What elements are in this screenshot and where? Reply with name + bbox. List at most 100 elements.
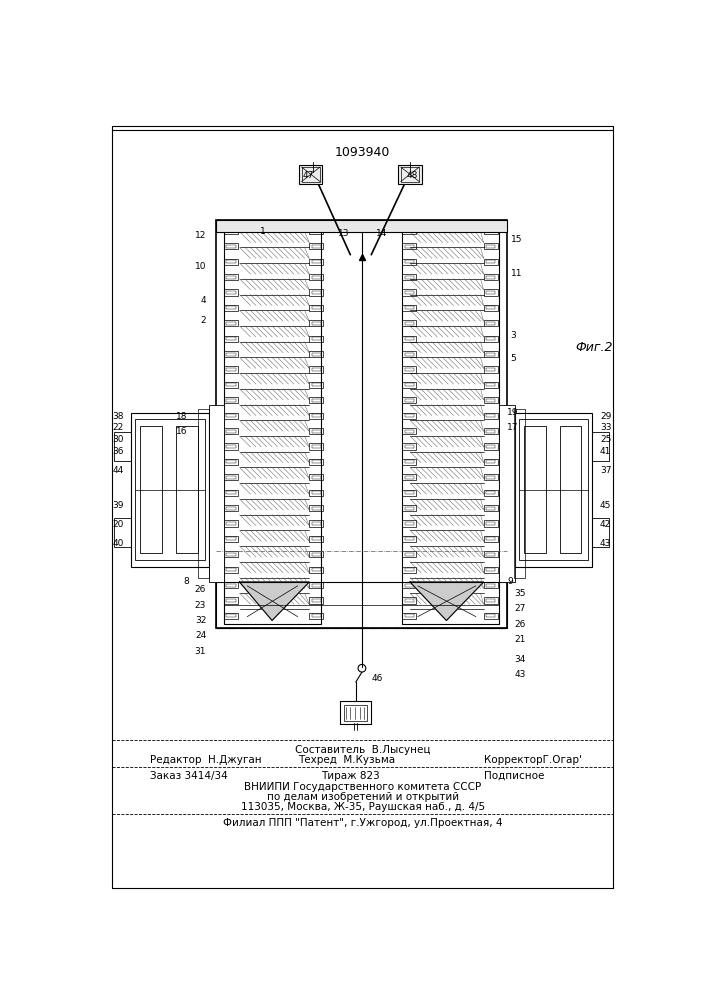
Bar	[224, 520, 238, 527]
Bar	[404, 445, 414, 448]
Bar	[592, 432, 609, 461]
Bar	[224, 336, 238, 342]
Bar	[484, 428, 498, 434]
Bar	[404, 322, 414, 325]
Text: 8: 8	[183, 578, 189, 586]
Text: 12: 12	[195, 231, 206, 240]
Bar	[404, 430, 414, 433]
Text: 42: 42	[600, 520, 611, 529]
Text: 41: 41	[600, 447, 612, 456]
Text: 36: 36	[112, 447, 124, 456]
Text: 44: 44	[113, 466, 124, 475]
Bar	[402, 305, 416, 311]
Bar	[404, 229, 414, 232]
Bar	[312, 229, 321, 232]
Text: 19: 19	[507, 408, 518, 417]
Bar	[484, 536, 498, 542]
Text: 11: 11	[510, 269, 522, 278]
Bar	[226, 229, 235, 232]
Bar	[486, 460, 495, 463]
Bar	[404, 614, 414, 617]
Bar	[404, 260, 414, 263]
Bar	[131, 413, 209, 567]
Text: 48: 48	[407, 171, 418, 180]
Bar	[224, 582, 238, 588]
Bar	[312, 291, 321, 294]
Bar	[309, 366, 323, 373]
Bar	[312, 306, 321, 309]
Text: 45: 45	[600, 500, 612, 510]
Bar	[402, 536, 416, 542]
Bar	[224, 289, 238, 296]
Bar	[312, 460, 321, 463]
Bar	[226, 537, 235, 540]
Bar	[402, 520, 416, 527]
Bar	[404, 599, 414, 602]
Bar	[484, 397, 498, 403]
Text: Составитель  В.Лысунец: Составитель В.Лысунец	[295, 745, 431, 755]
Bar	[226, 245, 235, 248]
Bar	[486, 522, 495, 525]
Bar	[486, 568, 495, 571]
Bar	[402, 274, 416, 280]
Bar	[402, 551, 416, 557]
Bar	[486, 368, 495, 371]
Text: 113035, Москва, Ж-35, Раушская наб., д. 4/5: 113035, Москва, Ж-35, Раушская наб., д. …	[240, 802, 485, 812]
Bar	[226, 353, 235, 356]
Text: 43: 43	[600, 539, 612, 548]
Bar	[484, 243, 498, 249]
Bar	[226, 368, 235, 371]
Bar	[114, 518, 131, 547]
Bar	[312, 260, 321, 263]
Bar	[402, 320, 416, 326]
Bar	[312, 614, 321, 617]
Bar	[224, 243, 238, 249]
Text: 40: 40	[112, 539, 124, 548]
Bar	[299, 165, 322, 184]
Bar	[312, 599, 321, 602]
Text: 14: 14	[375, 229, 387, 238]
Bar	[224, 397, 238, 403]
Bar	[309, 351, 323, 357]
Bar	[401, 167, 419, 182]
Text: 23: 23	[195, 601, 206, 610]
Bar	[140, 426, 162, 553]
Bar	[404, 245, 414, 248]
Text: 32: 32	[195, 616, 206, 625]
Bar	[312, 491, 321, 494]
Bar	[224, 274, 238, 280]
Text: Филиал ППП "Патент", г.Ужгород, ул.Проектная, 4: Филиал ППП "Патент", г.Ужгород, ул.Проек…	[223, 818, 503, 828]
Bar	[226, 491, 235, 494]
Bar	[484, 382, 498, 388]
Bar	[226, 414, 235, 417]
Bar	[524, 426, 546, 553]
Bar	[404, 353, 414, 356]
Bar	[404, 491, 414, 494]
Bar	[404, 507, 414, 510]
Bar	[402, 613, 416, 619]
Bar	[226, 507, 235, 510]
Text: 2: 2	[201, 316, 206, 325]
Bar	[484, 567, 498, 573]
Bar	[484, 259, 498, 265]
Bar	[402, 490, 416, 496]
Bar	[486, 322, 495, 325]
Bar	[484, 474, 498, 480]
Bar	[224, 320, 238, 326]
Bar	[309, 490, 323, 496]
Bar	[312, 476, 321, 479]
Bar	[309, 413, 323, 419]
Bar	[398, 165, 421, 184]
Bar	[226, 568, 235, 571]
Bar	[309, 474, 323, 480]
Bar	[309, 597, 323, 604]
Text: 38: 38	[112, 412, 124, 421]
Bar	[486, 614, 495, 617]
Bar	[404, 553, 414, 556]
Bar	[226, 276, 235, 279]
Bar	[402, 336, 416, 342]
Bar	[309, 613, 323, 619]
Bar	[402, 505, 416, 511]
Bar	[226, 337, 235, 340]
Bar	[486, 383, 495, 386]
